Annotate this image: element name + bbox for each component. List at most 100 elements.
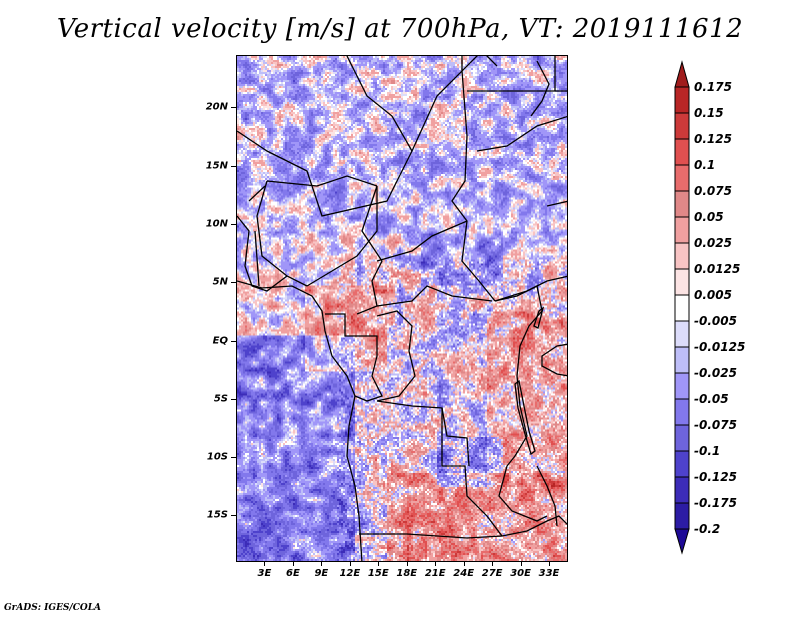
- x-tick: [435, 562, 437, 566]
- x-tick-label: 9E: [314, 568, 329, 579]
- colorbar-label: 0.125: [694, 132, 732, 146]
- x-tick-label: 3E: [257, 568, 272, 579]
- colorbar-label: -0.025: [694, 366, 737, 380]
- colorbar-label: 0.15: [694, 106, 724, 120]
- lake-albert: [533, 306, 545, 329]
- y-tick-label: 15S: [206, 509, 228, 521]
- colorbar-box: [674, 320, 690, 348]
- x-tick: [492, 562, 494, 566]
- border-libya-algeria: [237, 56, 478, 217]
- colorbar: [674, 60, 690, 555]
- border-cameroon-chad: [356, 185, 383, 315]
- colorbar-label: -0.0125: [694, 340, 746, 354]
- y-tick-label: 10N: [205, 218, 228, 230]
- coast-gulf-of-guinea: [237, 280, 356, 397]
- border-chad-sudan: [451, 70, 496, 302]
- y-tick-label: 10S: [206, 451, 228, 463]
- colorbar-label: 0.175: [694, 80, 732, 94]
- border-east: [476, 56, 567, 207]
- border-libya-egypt: [461, 56, 567, 92]
- colorbar-box: [674, 112, 690, 140]
- colorbar-label: -0.075: [694, 418, 737, 432]
- colorbar-label: -0.175: [694, 496, 737, 510]
- colorbar-box: [674, 86, 690, 114]
- y-tick: [231, 340, 236, 342]
- colorbar-label: -0.2: [694, 522, 721, 536]
- border-nigeria-cameroon: [256, 180, 308, 287]
- footer-credit: GrADS: IGES/COLA: [4, 603, 102, 613]
- x-tick: [378, 562, 380, 566]
- map-plot-area: [236, 55, 568, 562]
- colorbar-label: 0.025: [694, 236, 732, 250]
- colorbar-box: [674, 242, 690, 270]
- colorbar-label: -0.05: [694, 392, 729, 406]
- y-tick: [231, 165, 236, 167]
- border-malawi: [536, 465, 558, 527]
- x-tick-label: 21E: [424, 568, 446, 579]
- y-tick-label: 15N: [205, 160, 228, 172]
- border-drc-east: [494, 285, 548, 522]
- colorbar-arrow-top: [674, 60, 690, 88]
- x-tick-label: 27E: [481, 568, 503, 579]
- colorbar-box: [674, 190, 690, 218]
- x-tick: [520, 562, 522, 566]
- colorbar-box: [674, 424, 690, 452]
- y-tick-label: 5N: [212, 276, 228, 288]
- x-tick-label: 30E: [510, 568, 531, 579]
- colorbar-label: -0.1: [694, 444, 721, 458]
- border-nigeria: [306, 186, 378, 287]
- colorbar-label: 0.075: [694, 184, 732, 198]
- vertical-velocity-field: [237, 56, 567, 561]
- border-angola-zambia: [441, 408, 503, 537]
- y-tick: [231, 515, 236, 517]
- colorbar-label: -0.005: [694, 314, 737, 328]
- colorbar-box: [674, 216, 690, 244]
- x-tick: [463, 562, 465, 566]
- x-tick: [321, 562, 323, 566]
- colorbar-box: [674, 268, 690, 296]
- border-car: [376, 220, 493, 307]
- x-tick-label: 15E: [367, 568, 389, 579]
- border-west-africa: [237, 215, 288, 292]
- x-tick-label: 24E: [453, 568, 475, 579]
- border-angola-namibia: [359, 533, 503, 539]
- border-togo-benin: [248, 185, 266, 287]
- border-congo-drc: [376, 310, 416, 402]
- y-tick: [231, 224, 236, 225]
- x-tick: [292, 562, 294, 566]
- colorbar-label: 0.0125: [694, 262, 741, 276]
- chart-title: Vertical velocity [m/s] at 700hPa, VT: 2…: [56, 14, 744, 44]
- coast-angola: [346, 395, 363, 561]
- colorbar-box: [674, 450, 690, 478]
- lake-victoria: [541, 343, 567, 377]
- x-tick: [264, 562, 266, 566]
- colorbar-label: 0.1: [694, 158, 716, 172]
- colorbar-arrow-bottom: [674, 528, 690, 555]
- x-tick: [549, 562, 551, 566]
- colorbar-box: [674, 398, 690, 426]
- border-drc-angola: [376, 400, 470, 467]
- colorbar-label: 0.05: [694, 210, 724, 224]
- y-tick: [231, 398, 236, 400]
- colorbar-box: [674, 476, 690, 504]
- colorbar-label: -0.125: [694, 470, 737, 484]
- country-borders: [237, 56, 567, 561]
- x-tick: [349, 562, 351, 566]
- y-tick: [231, 107, 236, 109]
- colorbar-box: [674, 372, 690, 400]
- x-tick: [406, 562, 408, 566]
- x-tick-label: 12E: [339, 568, 361, 579]
- y-tick-label: 5S: [213, 393, 228, 405]
- y-tick-label: 20N: [205, 101, 228, 113]
- lake-tanganyika: [514, 379, 536, 456]
- x-tick-label: 6E: [286, 568, 300, 579]
- colorbar-label: 0.005: [694, 288, 732, 302]
- colorbar-box: [674, 138, 690, 166]
- border-nigeria-niger: [266, 175, 378, 187]
- border-sudan-chad-north: [486, 56, 550, 117]
- colorbar-box: [674, 502, 690, 530]
- x-tick-label: 18E: [396, 568, 418, 579]
- y-tick: [231, 282, 236, 284]
- colorbar-box: [674, 164, 690, 192]
- border-sudan-south: [494, 275, 567, 302]
